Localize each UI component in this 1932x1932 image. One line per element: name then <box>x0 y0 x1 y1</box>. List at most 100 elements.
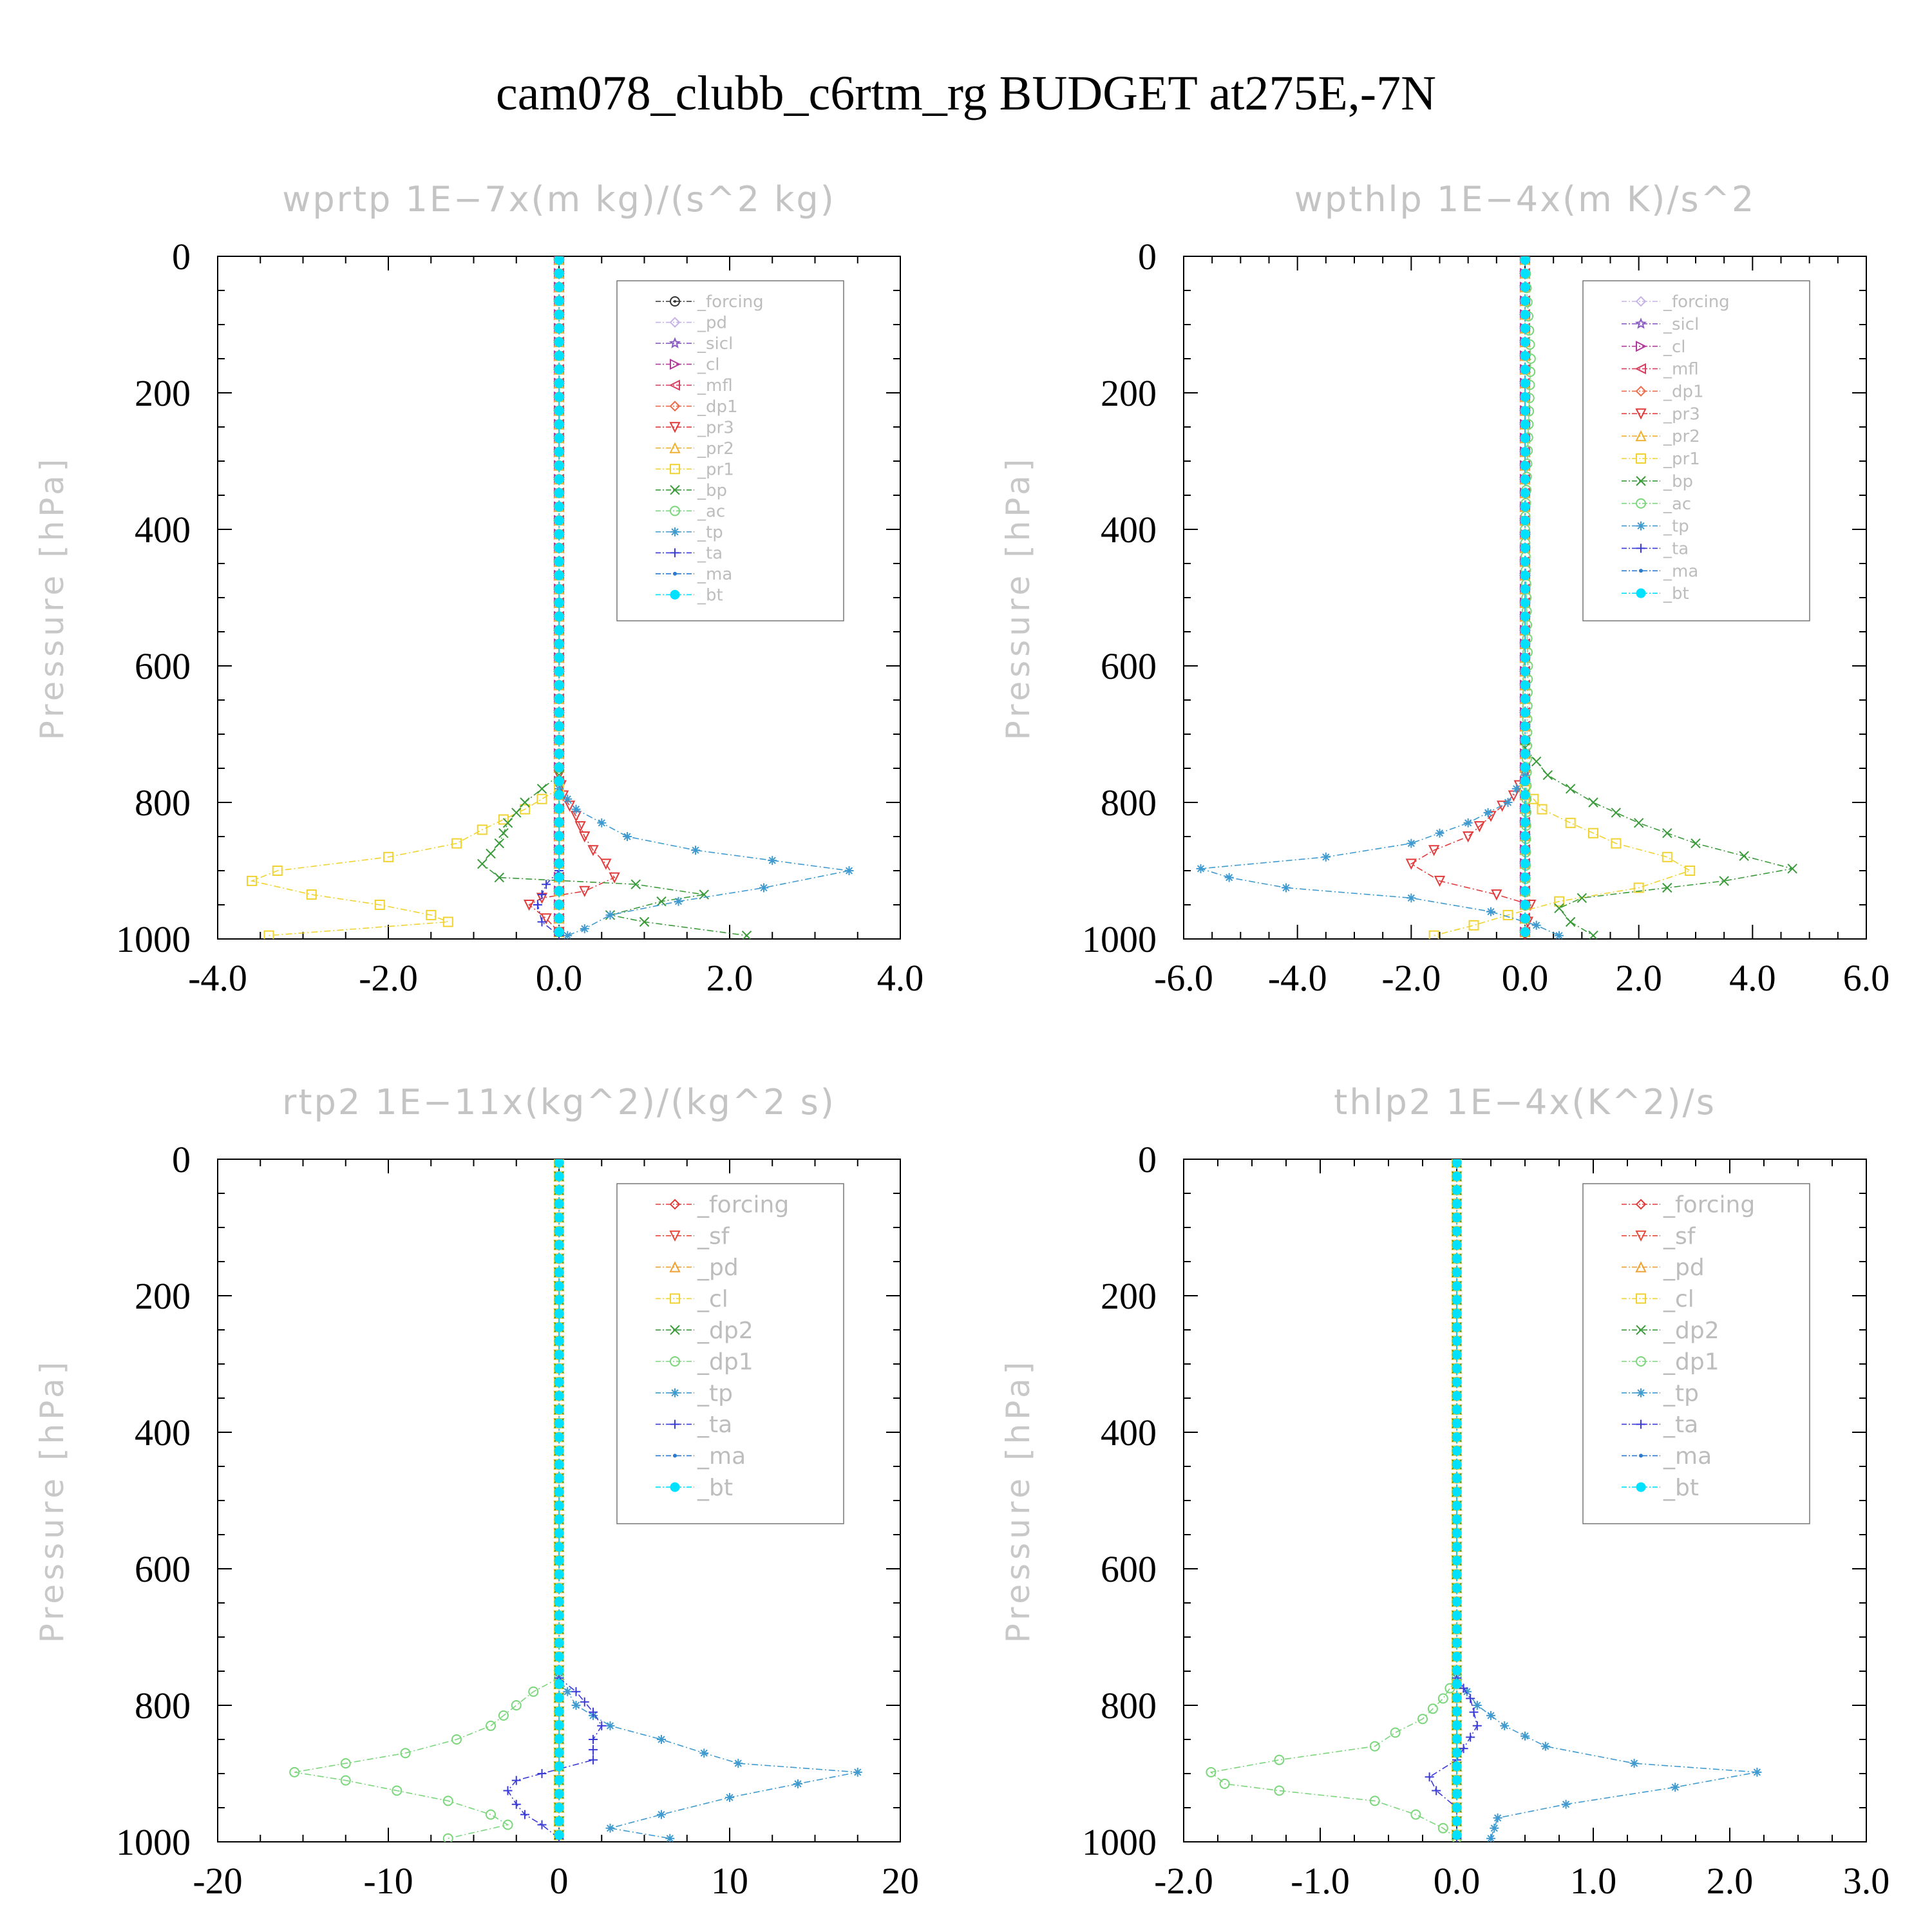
point-bt <box>1520 639 1530 649</box>
point-ta <box>537 890 547 900</box>
point-bt <box>1520 584 1530 594</box>
point-bt <box>554 570 564 580</box>
legend-marker <box>1634 317 1647 329</box>
y-tick-label: 800 <box>1101 1685 1157 1727</box>
y-tick-label: 800 <box>135 1685 191 1727</box>
legend-marker <box>670 527 679 536</box>
point-bt <box>554 556 564 567</box>
point-tp <box>853 1767 862 1777</box>
legend-entry-ta: _ta <box>1622 540 1689 559</box>
point-bt <box>554 707 564 717</box>
x-tick-label: 4.0 <box>1729 957 1776 999</box>
point-ta <box>520 1810 529 1819</box>
point-bt <box>554 1638 564 1648</box>
legend-label: _ta <box>1663 540 1689 559</box>
y-tick-label: 1000 <box>116 1821 191 1863</box>
point-bt <box>1520 872 1530 882</box>
legend-entry-ta: _ta <box>1622 1412 1698 1438</box>
plot-area <box>1206 1159 1762 1842</box>
series-bt <box>1452 1159 1462 1840</box>
point-tp <box>768 856 777 866</box>
point-dp1 <box>392 1785 402 1796</box>
point-bt <box>1520 611 1530 621</box>
legend-marker <box>670 589 680 600</box>
legend-label: _dp2 <box>1663 1318 1719 1344</box>
point-tp <box>571 1701 581 1710</box>
legend-label: _tp <box>697 1380 733 1406</box>
legend-marker <box>668 337 681 348</box>
y-tick-label: 600 <box>135 645 191 687</box>
legend-label: _pd <box>697 314 727 333</box>
point-tp <box>1493 1813 1502 1823</box>
point-ta <box>537 917 547 927</box>
y-tick-label: 400 <box>1101 509 1157 551</box>
point-bp <box>1662 882 1672 893</box>
point-bp <box>1531 756 1542 767</box>
point-bt <box>1452 1542 1462 1552</box>
point-bt <box>1452 1446 1462 1456</box>
point-bt <box>554 1720 564 1730</box>
legend-entry-bt: _bt <box>656 1475 733 1501</box>
point-tp <box>1561 1799 1571 1809</box>
point-bp <box>536 784 547 794</box>
legend-label: _pd <box>1663 1255 1705 1281</box>
legend-label: _ma <box>697 565 732 584</box>
point-tp <box>1540 1741 1550 1751</box>
legend-entry-tp: _tp <box>656 1380 733 1406</box>
point-bt <box>554 1788 564 1799</box>
point-pr3 <box>1497 800 1508 812</box>
point-bt <box>554 1707 564 1717</box>
point-pr3 <box>540 913 552 925</box>
legend-entry-bt: _bt <box>1622 1475 1699 1501</box>
point-tp <box>674 896 683 906</box>
point-bt <box>554 460 564 471</box>
point-tp <box>1462 1687 1472 1696</box>
x-tick-label: 0 <box>550 1860 569 1902</box>
point-bt <box>1520 460 1530 471</box>
point-bt <box>1520 365 1530 375</box>
point-bp <box>1588 930 1598 939</box>
point-pr3 <box>524 900 535 911</box>
x-tick-label: -4.0 <box>188 957 247 999</box>
legend-label: _ma <box>1663 562 1698 581</box>
point-bt <box>1452 1281 1462 1291</box>
legend-entry-sf: _sf <box>656 1223 730 1249</box>
point-bt <box>554 543 564 553</box>
point-bt <box>554 1542 564 1552</box>
legend-entry-ma: _ma <box>1622 562 1698 581</box>
y-tick-label: 400 <box>1101 1412 1157 1454</box>
legend-marker <box>670 1293 680 1304</box>
point-bt <box>1520 502 1530 512</box>
point-tp <box>605 1721 615 1730</box>
legend-entry-dp1: _dp1 <box>656 397 738 417</box>
point-bt <box>554 269 564 279</box>
legend-entry-dp1: _dp1 <box>656 1349 753 1376</box>
point-bt <box>554 1336 564 1346</box>
legend-entry-ac: _ac <box>656 502 725 521</box>
point-tp <box>605 1823 615 1833</box>
legend-marker-ring <box>670 296 680 307</box>
point-bt <box>554 1816 564 1826</box>
point-bt <box>554 474 564 484</box>
point-bt <box>554 447 564 457</box>
point-bt <box>554 598 564 608</box>
panels: wprtp 1E−7x(m kg)/(s^2 kg) Pressure [hPa]… <box>33 179 1889 1902</box>
plot-area <box>247 256 854 939</box>
legend-label: _bt <box>697 1475 733 1501</box>
point-tp <box>1511 784 1521 793</box>
point-bt <box>1520 652 1530 663</box>
series-line-pr3 <box>528 775 616 933</box>
point-bt <box>554 365 564 375</box>
point-pr1 <box>306 889 317 900</box>
point-ta <box>1469 1707 1479 1717</box>
point-bt <box>1452 1171 1462 1182</box>
point-bt <box>554 1363 564 1374</box>
point-bt <box>1520 310 1530 320</box>
point-dp1 <box>1390 1727 1401 1738</box>
x-tick-label: 6.0 <box>1843 957 1890 999</box>
point-bt <box>1452 1185 1462 1195</box>
legend-entry-cl: _cl <box>1622 337 1686 357</box>
point-tp <box>1490 1823 1499 1833</box>
point-dp1 <box>1437 1823 1448 1833</box>
legend-label: _cl <box>1663 1286 1694 1312</box>
